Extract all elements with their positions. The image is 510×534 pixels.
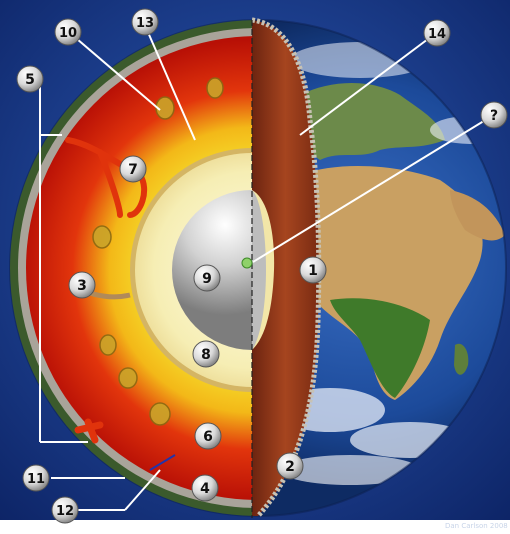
label-13: 13 xyxy=(136,16,154,31)
mantle-plume xyxy=(206,77,224,99)
badge-2: 2 xyxy=(276,452,304,480)
asthenosphere-marker xyxy=(149,454,176,471)
mantle-plume xyxy=(92,225,112,249)
crust-edge xyxy=(251,17,322,518)
cutaway-section xyxy=(10,20,252,516)
mantle-plume xyxy=(118,367,138,389)
badge-8: 8 xyxy=(192,340,220,368)
mantle-plume xyxy=(99,334,117,356)
badge-3: 3 xyxy=(68,271,96,299)
label-6: 6 xyxy=(203,429,213,445)
madagascar xyxy=(454,343,469,375)
label-14: 14 xyxy=(428,27,446,42)
badge-10: 10 xyxy=(54,18,82,46)
label-8: 8 xyxy=(201,347,211,363)
label-question: ? xyxy=(490,108,498,124)
volcano-magma xyxy=(74,418,104,444)
label-4: 4 xyxy=(200,481,210,497)
badge-7: 7 xyxy=(119,155,147,183)
inner-core-right-slice xyxy=(252,190,266,350)
label-10: 10 xyxy=(59,26,77,41)
label-7: 7 xyxy=(128,162,138,178)
label-12: 12 xyxy=(56,504,74,519)
label-1: 1 xyxy=(308,263,318,279)
badge-11: 11 xyxy=(22,464,50,492)
arabia-landmass xyxy=(450,190,505,241)
badge-5: 5 xyxy=(16,65,44,93)
image-credit: Dan Carlson 2008 xyxy=(445,522,508,530)
mantle-plume xyxy=(149,402,171,426)
mantle-plume xyxy=(155,96,175,120)
badge-13: 13 xyxy=(131,8,159,36)
central-africa-forest xyxy=(330,298,430,398)
label-3: 3 xyxy=(77,278,87,294)
africa-landmass xyxy=(299,165,483,400)
bottom-strip xyxy=(0,520,510,534)
badge-9: 9 xyxy=(193,264,221,292)
label-5: 5 xyxy=(25,72,35,88)
cloud xyxy=(280,455,420,485)
label-2: 2 xyxy=(285,459,295,475)
badge-14: 14 xyxy=(423,19,451,47)
label-9: 9 xyxy=(202,271,212,287)
center-point xyxy=(241,257,253,269)
europe-landmass xyxy=(299,82,445,160)
crust-section xyxy=(252,20,319,516)
badge-6: 6 xyxy=(194,422,222,450)
badge-question: ? xyxy=(480,101,508,129)
badge-12: 12 xyxy=(51,496,79,524)
leader-lines xyxy=(39,29,493,511)
badge-4: 4 xyxy=(191,474,219,502)
label-11: 11 xyxy=(27,472,45,487)
badge-1: 1 xyxy=(299,256,327,284)
